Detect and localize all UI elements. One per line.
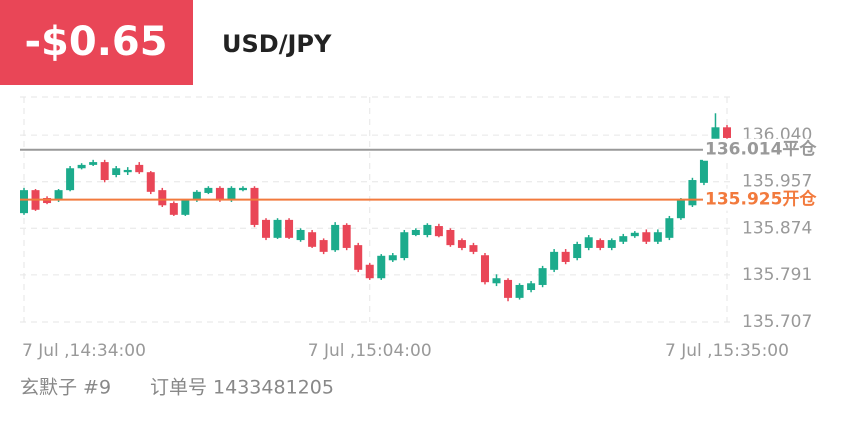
candle-body xyxy=(584,237,593,248)
candle-body xyxy=(273,219,282,238)
candle-body xyxy=(550,251,559,270)
y-tick-label: 135.874 xyxy=(742,218,812,238)
price-label-bg xyxy=(703,188,815,211)
candle-body xyxy=(112,168,121,175)
y-tick-label: 135.791 xyxy=(742,265,812,285)
x-tick-label: 7 Jul ,15:35:00 xyxy=(665,341,789,361)
candle-body xyxy=(204,187,213,193)
candle-body xyxy=(480,255,489,283)
author: 玄默子 #9 xyxy=(20,377,111,399)
candle-body xyxy=(492,278,501,284)
candle-body xyxy=(423,224,432,236)
candle-body xyxy=(538,268,547,285)
candle-body xyxy=(653,232,662,242)
candle-body xyxy=(411,229,420,236)
candle-body xyxy=(377,255,386,279)
candle-body xyxy=(354,245,363,270)
candle-body xyxy=(642,232,651,242)
candle-body xyxy=(123,169,132,173)
candle-body xyxy=(688,180,697,206)
candle-body xyxy=(77,164,86,169)
candle-body xyxy=(434,226,443,237)
candle-body xyxy=(169,203,178,215)
candle-body xyxy=(607,240,616,248)
candle-body xyxy=(469,245,478,252)
price-label-bg xyxy=(703,138,815,161)
candle-body xyxy=(135,164,144,173)
candle-body xyxy=(296,229,305,241)
candle-body xyxy=(89,162,98,165)
candle-body xyxy=(527,283,536,291)
candle-body xyxy=(573,244,582,259)
candle-body xyxy=(262,219,271,238)
candle-body xyxy=(331,224,340,251)
candle-body xyxy=(446,229,455,246)
candle-body xyxy=(630,232,639,237)
candle-body xyxy=(215,187,224,201)
pnl-badge xyxy=(0,0,193,85)
candle-body xyxy=(158,190,167,206)
x-tick-label: 7 Jul ,15:04:00 xyxy=(308,341,432,361)
candle-body xyxy=(308,232,317,247)
candle-body xyxy=(100,162,109,181)
candle-body xyxy=(723,127,731,138)
candle-body xyxy=(20,190,28,214)
candle-body xyxy=(181,200,190,215)
price-label: 135.925开仓 xyxy=(705,189,817,210)
y-tick-label: 135.957 xyxy=(742,172,812,192)
candle-body xyxy=(619,236,628,242)
candle-body xyxy=(400,232,409,259)
candle-body xyxy=(285,219,294,238)
candle-body xyxy=(388,255,397,261)
candle-body xyxy=(238,187,247,191)
y-tick-label: 135.707 xyxy=(742,312,812,332)
candle-body xyxy=(665,218,674,238)
candle-body xyxy=(192,191,201,201)
candle-body xyxy=(504,279,513,298)
pnl: -$0.65 xyxy=(24,19,167,65)
candle-body xyxy=(250,187,259,225)
candle-body xyxy=(515,284,524,298)
candle-body xyxy=(54,190,63,201)
candle-body xyxy=(457,240,466,248)
candle-body xyxy=(561,251,570,262)
candle-body xyxy=(711,127,720,141)
symbol: USD/JPY xyxy=(222,30,332,58)
candle-body xyxy=(319,240,328,252)
order-number: 订单号 1433481205 xyxy=(150,377,334,399)
price-label: 136.014平仓 xyxy=(705,139,817,160)
candle-body xyxy=(365,264,374,279)
candle-body xyxy=(676,200,685,219)
x-tick-label: 7 Jul ,14:34:00 xyxy=(22,341,146,361)
candle-body xyxy=(342,224,351,248)
candle-body xyxy=(699,159,708,183)
candle-body xyxy=(596,240,605,248)
candle-body xyxy=(146,172,155,192)
candle-body xyxy=(66,168,75,191)
candle-body xyxy=(227,187,236,201)
